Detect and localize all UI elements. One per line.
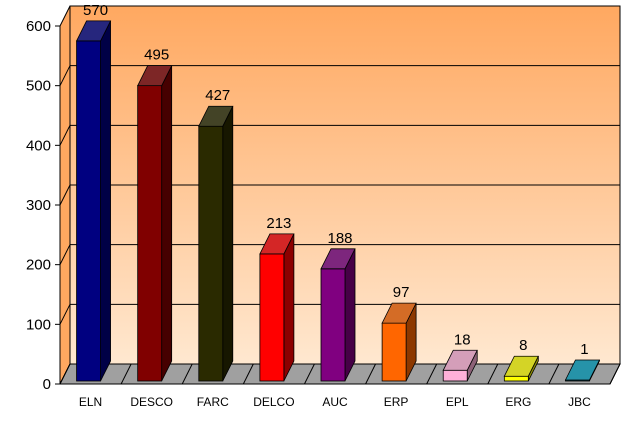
bar-front	[442, 369, 468, 382]
bar-top	[381, 302, 417, 324]
x-tick-label: AUC	[322, 395, 348, 409]
x-tick-label: ERG	[505, 395, 531, 409]
data-label: 427	[205, 87, 230, 104]
bar-front	[76, 40, 101, 382]
bar-desco	[137, 65, 173, 382]
data-label: 213	[266, 215, 291, 232]
category-divider	[303, 363, 315, 385]
data-label: 18	[454, 331, 471, 348]
data-label: 188	[327, 230, 352, 247]
data-label: 8	[519, 337, 527, 354]
bar-top	[503, 355, 539, 377]
y-tick-label: 200	[26, 257, 51, 274]
x-tick-label: FARC	[197, 395, 229, 409]
bar-top	[137, 65, 173, 87]
bar-side	[100, 20, 111, 382]
y-tick-label: 600	[26, 18, 51, 35]
gridline-side	[59, 125, 71, 146]
bar-side	[161, 65, 173, 382]
y-tick-label: 0	[43, 376, 51, 393]
category-divider	[426, 363, 438, 385]
bar-top	[259, 233, 295, 255]
y-tick-label: 400	[26, 137, 51, 154]
y-tick-label: 300	[26, 197, 51, 214]
x-tick-label: ELN	[79, 395, 102, 409]
category-divider	[242, 363, 254, 385]
bar-side	[283, 233, 295, 382]
gridline-side	[59, 65, 71, 86]
bar-side	[344, 248, 356, 382]
bar-front	[259, 253, 285, 382]
data-label: 570	[83, 2, 108, 19]
bar-front	[320, 268, 346, 382]
bar-epl	[442, 349, 478, 382]
data-label: 495	[144, 47, 169, 64]
category-divider	[548, 363, 560, 385]
bar-front	[198, 125, 224, 382]
category-divider	[365, 363, 377, 385]
category-divider	[120, 363, 132, 385]
bar-jbc	[564, 359, 601, 382]
gridline-side	[59, 184, 71, 206]
category-divider	[609, 363, 621, 385]
data-label: 1	[580, 341, 588, 358]
bar-top	[198, 105, 234, 127]
bar-top	[564, 359, 601, 381]
bar-farc	[198, 105, 234, 382]
bar-front	[381, 322, 407, 382]
data-label: 97	[393, 284, 410, 301]
category-divider	[487, 363, 499, 385]
x-tick-label: JBC	[568, 395, 591, 409]
y-tick-label: 500	[26, 78, 51, 95]
x-tick-label: DESCO	[130, 395, 173, 409]
bar-erp	[381, 302, 417, 382]
bar-erg	[503, 355, 539, 382]
x-tick-label: EPL	[446, 395, 469, 409]
x-tick-label: DELCO	[253, 395, 294, 409]
x-tick-label: ERP	[384, 395, 409, 409]
bar-auc	[320, 248, 356, 382]
bar-top	[75, 20, 112, 42]
category-divider	[59, 363, 71, 385]
bar-top	[320, 248, 356, 270]
gridline-side	[59, 304, 71, 325]
bar-front	[503, 375, 529, 382]
bar-eln	[75, 20, 112, 382]
category-divider	[181, 363, 193, 385]
bar-front	[137, 85, 163, 382]
y-tick-label: 100	[26, 316, 51, 333]
bar-top	[442, 349, 478, 371]
gridline-side	[59, 244, 71, 265]
bar-delco	[259, 233, 295, 382]
bar-side	[222, 106, 234, 382]
